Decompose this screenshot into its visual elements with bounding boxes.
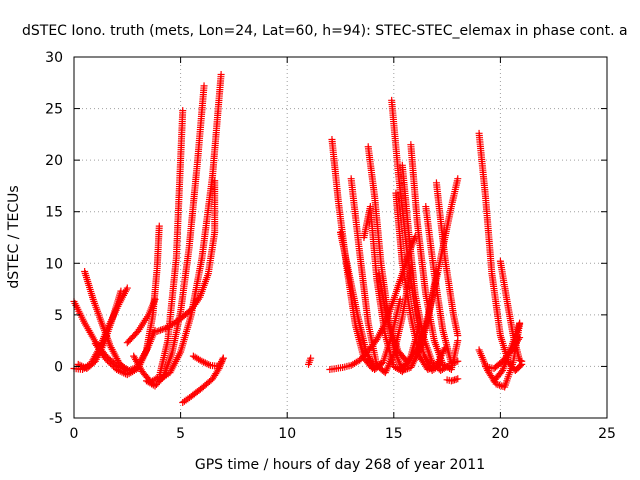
data-series <box>328 136 385 372</box>
data-point <box>153 327 161 335</box>
data-point <box>129 365 137 373</box>
data-point <box>201 359 209 367</box>
data-series <box>407 141 462 374</box>
x-tick-label: 15 <box>385 426 403 442</box>
data-series <box>81 268 129 374</box>
data-point <box>200 82 208 90</box>
data-point <box>155 327 163 335</box>
data-series <box>364 143 411 365</box>
y-tick-labels: -5 0 5 10 15 20 25 30 <box>45 50 63 427</box>
y-tick-label: -5 <box>49 411 63 427</box>
data-point <box>218 356 226 364</box>
data-point <box>454 331 462 339</box>
data-point <box>216 361 224 369</box>
data-point <box>217 71 225 79</box>
data-point <box>108 361 116 369</box>
chart-title: dSTEC Iono. truth (mets, Lon=24, Lat=60,… <box>22 23 628 39</box>
data-series <box>117 222 163 375</box>
x-tick-label: 25 <box>598 426 616 442</box>
data-point <box>205 361 213 369</box>
data-point <box>454 357 462 365</box>
axis-ticks <box>73 56 608 419</box>
data-series <box>337 228 404 374</box>
x-tick-label: 5 <box>176 426 185 442</box>
data-points <box>70 71 526 407</box>
data-point <box>125 367 133 375</box>
data-point <box>518 357 526 365</box>
y-tick-label: 0 <box>54 359 63 375</box>
data-series <box>305 354 315 368</box>
x-tick-label: 10 <box>278 426 296 442</box>
data-series <box>490 319 524 385</box>
data-point <box>127 366 135 374</box>
data-point <box>203 360 211 368</box>
data-point <box>218 357 226 365</box>
data-series <box>155 71 225 384</box>
data-point <box>117 287 125 295</box>
data-point <box>427 364 435 372</box>
data-point <box>110 363 118 371</box>
data-point <box>179 107 187 115</box>
y-tick-label: 20 <box>45 153 63 169</box>
data-series <box>432 179 462 339</box>
x-tick-labels: 0 5 10 15 20 25 <box>70 426 616 442</box>
data-series <box>443 375 462 385</box>
data-point <box>516 319 524 327</box>
data-point <box>102 355 110 363</box>
data-series <box>189 352 227 370</box>
data-point <box>198 357 206 365</box>
x-tick-label: 0 <box>70 426 79 442</box>
data-series <box>396 175 462 372</box>
data-point <box>426 365 434 373</box>
data-point <box>200 358 208 366</box>
x-axis-label: GPS time / hours of day 268 of year 2011 <box>195 457 485 473</box>
data-point <box>424 366 432 374</box>
data-point <box>454 175 462 183</box>
y-tick-label: 25 <box>45 102 63 118</box>
data-point <box>158 326 166 334</box>
data-point <box>215 362 223 370</box>
y-axis-label: dSTEC / TECUs <box>6 185 22 288</box>
data-point <box>454 375 462 383</box>
data-series <box>142 82 208 390</box>
data-point <box>160 325 168 333</box>
data-point <box>494 381 502 389</box>
data-point <box>105 358 113 366</box>
data-point <box>497 382 505 390</box>
data-series <box>422 203 462 367</box>
data-point <box>157 326 165 334</box>
data-point <box>217 359 225 367</box>
y-tick-label: 30 <box>45 50 63 66</box>
y-tick-label: 5 <box>54 308 63 324</box>
plot-frame <box>73 56 608 419</box>
data-point <box>219 354 227 362</box>
data-point <box>396 295 404 303</box>
data-point <box>307 354 315 362</box>
data-point <box>104 357 112 365</box>
x-tick-label: 20 <box>491 426 509 442</box>
y-tick-label: 10 <box>45 256 63 272</box>
y-tick-label: 15 <box>45 205 63 221</box>
data-series <box>475 129 526 375</box>
data-point <box>123 284 131 292</box>
data-point <box>76 361 84 369</box>
data-point <box>107 360 115 368</box>
data-point <box>155 222 163 230</box>
